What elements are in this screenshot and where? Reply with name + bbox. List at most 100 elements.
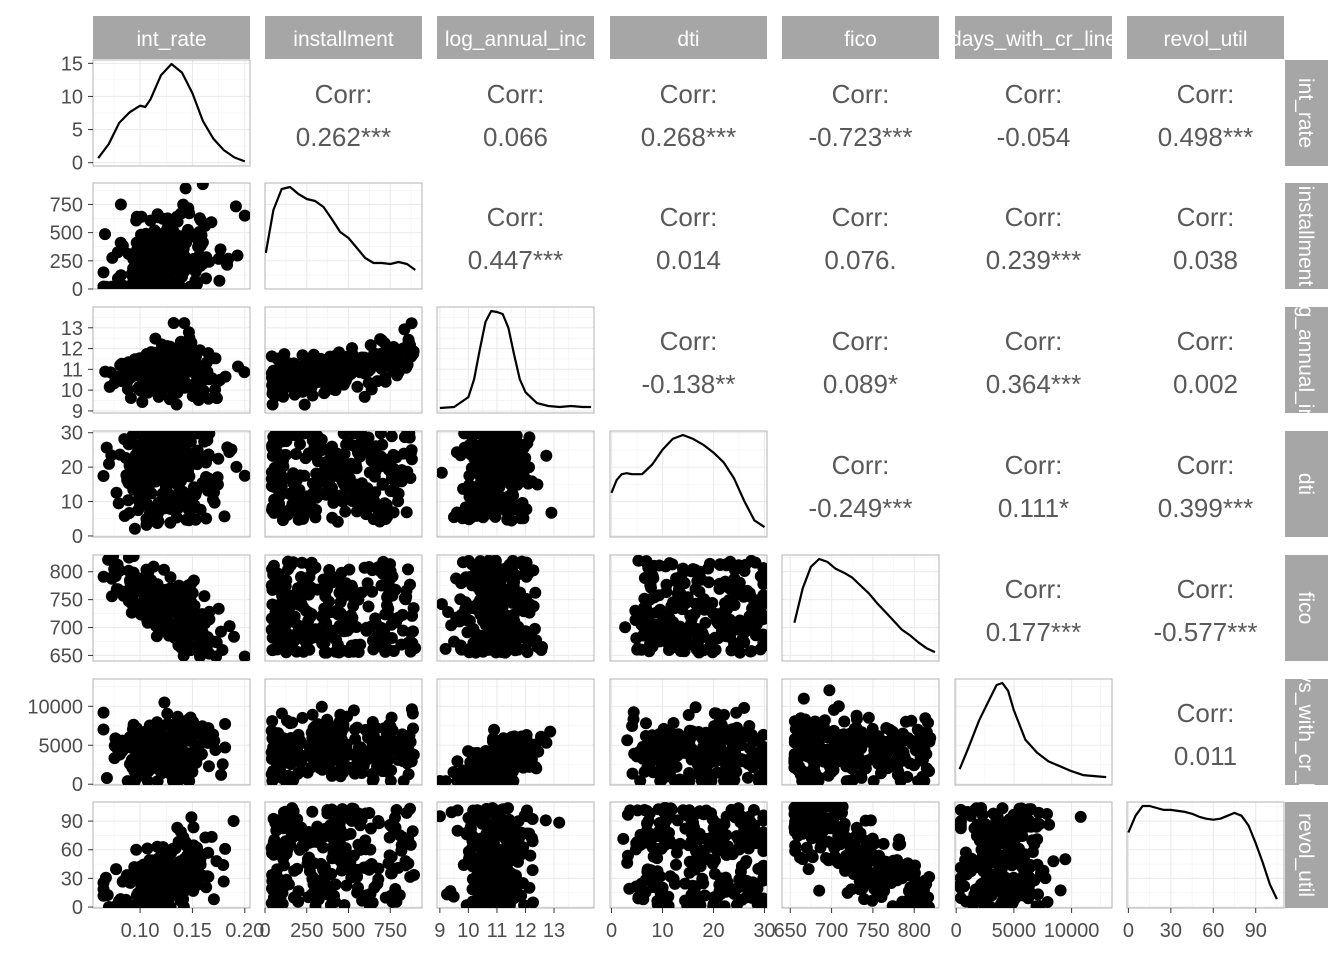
scatter-point — [906, 737, 919, 750]
scatter-point — [139, 362, 152, 375]
scatter-point — [385, 431, 398, 443]
scatter-point — [464, 448, 477, 461]
corr-value: -0.249*** — [808, 493, 912, 523]
scatter-point — [238, 650, 250, 661]
scatter-point — [143, 857, 156, 870]
scatter-point — [196, 183, 209, 191]
panel-3-6: Corr:0.399*** — [1158, 450, 1253, 523]
scatter-point — [136, 497, 149, 510]
scatter-point — [526, 864, 539, 877]
scatter-point — [266, 847, 278, 860]
scatter-point — [179, 355, 192, 368]
scatter-point — [499, 453, 512, 466]
scatter-point — [711, 608, 724, 621]
scatter-point — [219, 842, 232, 855]
scatter-point — [453, 775, 466, 785]
scatter-point — [194, 239, 207, 252]
scatter-point — [408, 869, 420, 881]
scatter-point — [539, 814, 552, 827]
scatter-point — [913, 775, 926, 785]
scatter-point — [295, 621, 307, 634]
scatter-point — [390, 616, 402, 629]
scatter-point — [468, 761, 481, 774]
scatter-point — [721, 603, 734, 616]
scatter-point — [467, 637, 480, 650]
scatter-point — [348, 644, 361, 657]
corr-label: Corr: — [1177, 574, 1235, 604]
scatter-point — [484, 622, 497, 635]
scatter-point — [506, 840, 519, 853]
scatter-point — [130, 843, 143, 856]
scatter-point — [553, 816, 566, 829]
scatter-point — [671, 749, 684, 762]
scatter-point — [367, 643, 380, 656]
scatter-point — [292, 895, 305, 908]
scatter-point — [268, 493, 281, 506]
scatter-point — [354, 450, 367, 463]
panel-0-6: Corr:0.498*** — [1158, 79, 1253, 152]
scatter-point — [281, 609, 294, 622]
scatter-point — [370, 630, 383, 643]
scatter-point — [750, 618, 763, 631]
column-strip-label: log_annual_inc — [445, 28, 586, 51]
scatter-point — [455, 643, 468, 656]
scatter-point — [656, 760, 669, 773]
row-strip-bg — [1285, 307, 1328, 413]
scatter-point — [814, 720, 827, 733]
scatter-point — [146, 376, 159, 389]
scatter-point — [112, 280, 125, 289]
scatter-point — [376, 477, 389, 490]
scatter-point — [405, 755, 418, 768]
scatter-point — [133, 259, 146, 272]
row-strip-bg — [1285, 431, 1328, 537]
scatter-point — [132, 382, 145, 395]
scatter-point — [135, 228, 147, 241]
panel-border — [436, 554, 595, 662]
scatter-point — [152, 738, 165, 751]
scatter-point — [122, 248, 135, 260]
scatter-point — [529, 586, 542, 599]
scatter-point — [407, 722, 419, 735]
scatter-point — [383, 831, 396, 844]
corr-label: Corr: — [832, 202, 890, 232]
scatter-point — [862, 754, 875, 767]
scatter-point — [181, 632, 194, 645]
panel-1-6: Corr:0.038 — [1173, 202, 1238, 275]
panel-border — [609, 430, 768, 538]
scatter-point — [300, 604, 312, 617]
scatter-point — [320, 888, 333, 901]
scatter-point — [649, 751, 662, 763]
scatter-point — [474, 431, 487, 440]
scatter-point — [390, 742, 403, 755]
scatter-point — [360, 621, 373, 634]
scatter-point — [296, 385, 309, 398]
scatter-point — [125, 268, 138, 281]
scatter-point — [322, 744, 335, 756]
scatter-point — [311, 742, 324, 755]
scatter-point — [179, 183, 192, 195]
scatter-point — [216, 644, 229, 656]
panel-4-5: Corr:0.177*** — [986, 574, 1081, 647]
scatter-point — [660, 578, 673, 591]
density-line — [439, 309, 592, 410]
scatter-point — [187, 619, 200, 632]
scatter-point — [128, 775, 141, 785]
scatter-point — [318, 721, 331, 734]
panel-1-5: Corr:0.239*** — [986, 202, 1081, 275]
scatter-point — [161, 883, 173, 896]
scatter-point — [270, 389, 283, 402]
scatter-point — [359, 807, 372, 820]
scatter-point — [524, 849, 537, 862]
scatter-point — [320, 617, 333, 630]
scatter-point — [400, 506, 413, 519]
scatter-point — [479, 443, 492, 456]
scatter-point — [319, 878, 332, 891]
scatter-point — [366, 585, 379, 598]
scatter-point — [149, 583, 162, 596]
scatter-point — [514, 438, 527, 451]
scatter-point — [487, 735, 499, 748]
scatter-point — [156, 455, 169, 468]
scatter-point — [713, 577, 726, 590]
panel-6-2 — [436, 801, 595, 909]
scatter-point — [386, 896, 399, 908]
